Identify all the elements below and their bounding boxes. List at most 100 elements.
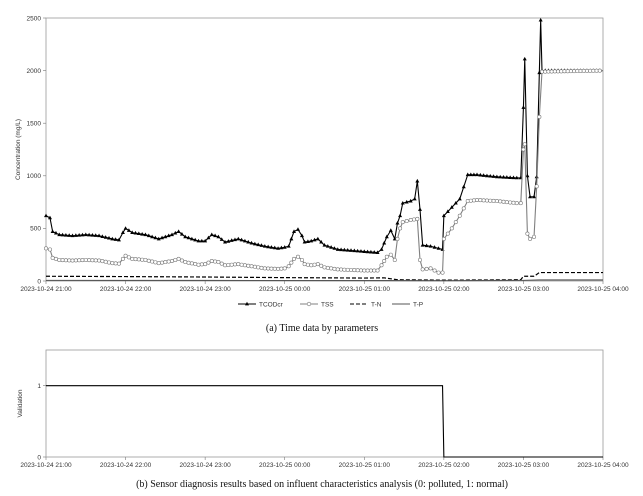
data-point-tcodcr	[179, 231, 184, 236]
data-point-tss	[521, 147, 526, 152]
data-point-tcodcr	[432, 245, 437, 249]
data-point-tcodcr	[203, 238, 208, 243]
data-point-tcodcr	[216, 234, 221, 239]
data-point-tss	[375, 268, 380, 273]
data-point-tcodcr	[282, 245, 287, 249]
data-point-tcodcr	[236, 236, 241, 241]
data-point-tcodcr	[537, 70, 542, 75]
data-point-tss	[597, 68, 602, 73]
data-point-tcodcr	[384, 234, 389, 239]
data-point-tss	[432, 268, 437, 273]
data-point-tss	[120, 256, 125, 261]
data-point-tcodcr	[514, 175, 519, 180]
x-tick-label: 2023-10-24 21:00	[20, 286, 72, 293]
data-point-tcodcr	[53, 230, 58, 235]
x-tick-label: 2023-10-25 02:00	[418, 286, 470, 293]
data-point-tcodcr	[436, 246, 441, 250]
data-point-tss	[319, 263, 324, 268]
data-point-tcodcr	[445, 209, 450, 213]
data-point-tcodcr	[342, 247, 347, 252]
data-point-tcodcr	[120, 230, 125, 235]
data-point-tcodcr	[398, 213, 403, 218]
y-axis-label: Validation	[17, 389, 24, 417]
data-point-tss	[415, 216, 420, 221]
data-point-tcodcr	[319, 239, 324, 244]
data-point-tcodcr	[312, 237, 317, 242]
data-point-tcodcr	[242, 238, 247, 243]
data-point-tcodcr	[528, 194, 533, 199]
data-point-tss	[123, 253, 128, 258]
x-tick-label: 2023-10-25 00:00	[259, 286, 311, 293]
data-point-tcodcr	[286, 244, 291, 248]
data-point-tss	[428, 266, 433, 271]
data-point-tss	[286, 264, 291, 269]
data-point-tcodcr	[97, 233, 102, 238]
data-point-tcodcr	[501, 175, 506, 179]
data-point-tss	[436, 270, 441, 275]
chart-caption: (a) Time data by parameters	[266, 323, 378, 334]
x-tick-label: 2023-10-24 22:00	[100, 462, 152, 469]
data-point-tcodcr	[100, 234, 105, 238]
legend-marker-circle	[306, 301, 312, 307]
data-point-tss	[295, 254, 300, 259]
legend-label: T-P	[413, 301, 423, 308]
data-point-tcodcr	[441, 213, 446, 218]
data-point-tcodcr	[219, 237, 224, 241]
x-tick-label: 2023-10-25 01:00	[339, 462, 391, 469]
y-tick-label: 2500	[27, 15, 42, 22]
data-point-tcodcr	[77, 233, 82, 237]
y-tick-label: 1	[37, 383, 41, 390]
data-point-tcodcr	[481, 173, 486, 177]
x-tick-label: 2023-10-24 21:00	[20, 462, 72, 469]
data-point-tcodcr	[206, 235, 211, 240]
data-point-tcodcr	[365, 249, 370, 254]
data-point-tcodcr	[461, 184, 466, 189]
x-tick-label: 2023-10-25 00:00	[259, 462, 311, 469]
data-point-tcodcr	[468, 172, 473, 177]
data-point-tss	[282, 266, 287, 271]
data-point-tcodcr	[508, 175, 513, 179]
legend-label: T-N	[371, 301, 382, 308]
data-point-tcodcr	[504, 175, 509, 179]
data-point-tss	[532, 234, 537, 239]
x-tick-label: 2023-10-25 03:00	[498, 462, 550, 469]
data-point-tss	[398, 226, 403, 231]
data-point-tcodcr	[196, 238, 201, 243]
data-point-tcodcr	[113, 237, 118, 241]
data-point-tcodcr	[70, 233, 75, 238]
data-point-tss	[179, 258, 184, 263]
data-point-tss	[392, 257, 397, 262]
data-point-tcodcr	[232, 237, 237, 242]
data-point-tcodcr	[332, 246, 337, 250]
data-point-tss	[457, 213, 462, 218]
data-point-tcodcr	[256, 242, 261, 247]
chart-caption: (b) Sensor diagnosis results based on in…	[136, 479, 508, 490]
x-tick-label: 2023-10-24 23:00	[179, 286, 231, 293]
x-tick-label: 2023-10-24 22:00	[100, 286, 152, 293]
data-point-tcodcr	[292, 229, 296, 233]
data-point-tss	[400, 220, 405, 225]
data-point-tcodcr	[475, 172, 480, 177]
data-point-tcodcr	[249, 240, 254, 245]
y-tick-label: 500	[30, 226, 41, 233]
data-point-tcodcr	[173, 230, 178, 235]
series-line-t-p	[45, 279, 603, 282]
data-point-tcodcr	[420, 243, 425, 247]
data-point-tss	[43, 246, 48, 251]
data-point-tcodcr	[352, 248, 357, 253]
data-point-tss	[461, 206, 466, 211]
data-point-tss	[291, 256, 296, 261]
data-point-tcodcr	[362, 249, 367, 253]
data-point-tss	[315, 262, 320, 267]
data-point-tcodcr	[276, 246, 281, 250]
data-point-tcodcr	[226, 239, 231, 243]
data-point-tcodcr	[160, 235, 165, 240]
data-point-tcodcr	[494, 174, 499, 179]
data-point-tss	[116, 261, 121, 266]
data-point-tss	[216, 260, 221, 265]
data-point-tcodcr	[453, 200, 458, 205]
data-point-tcodcr	[309, 238, 314, 243]
data-point-tcodcr	[176, 229, 181, 233]
data-point-tcodcr	[126, 228, 131, 232]
